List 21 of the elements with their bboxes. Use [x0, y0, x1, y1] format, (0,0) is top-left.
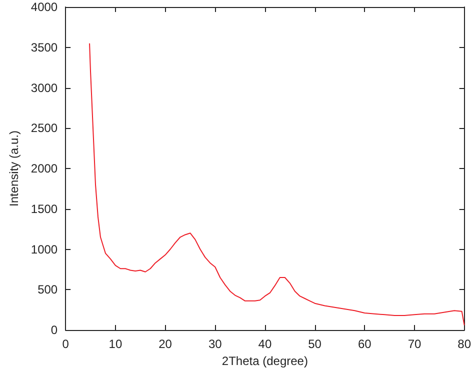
- y-tick-label: 3500: [30, 40, 58, 54]
- x-tick-label: 40: [258, 337, 272, 351]
- x-tick-label: 80: [458, 337, 472, 351]
- x-tick-label: 20: [158, 337, 172, 351]
- line-series: [89, 42, 465, 326]
- x-tick-label: 30: [208, 337, 222, 351]
- x-tick-label: 0: [62, 337, 70, 351]
- x-axis-title: 2Theta (degree): [222, 354, 308, 368]
- y-tick-label: 4000: [30, 0, 58, 14]
- y-tick-label: 2000: [30, 162, 58, 176]
- y-tick-label: 1500: [30, 202, 58, 216]
- x-tick-label: 60: [358, 337, 372, 351]
- x-tick-label: 50: [308, 337, 322, 351]
- y-tick-label: 0: [50, 323, 58, 337]
- y-tick-label: 3000: [30, 80, 58, 95]
- y-tick-label: 1000: [30, 242, 58, 256]
- x-tick-label: 70: [408, 337, 422, 351]
- x-tick-label: 10: [108, 337, 122, 351]
- y-axis-title: Intensity (a.u.): [7, 130, 21, 207]
- y-tick-label: 2500: [30, 121, 58, 136]
- y-tick-label: 500: [38, 282, 58, 297]
